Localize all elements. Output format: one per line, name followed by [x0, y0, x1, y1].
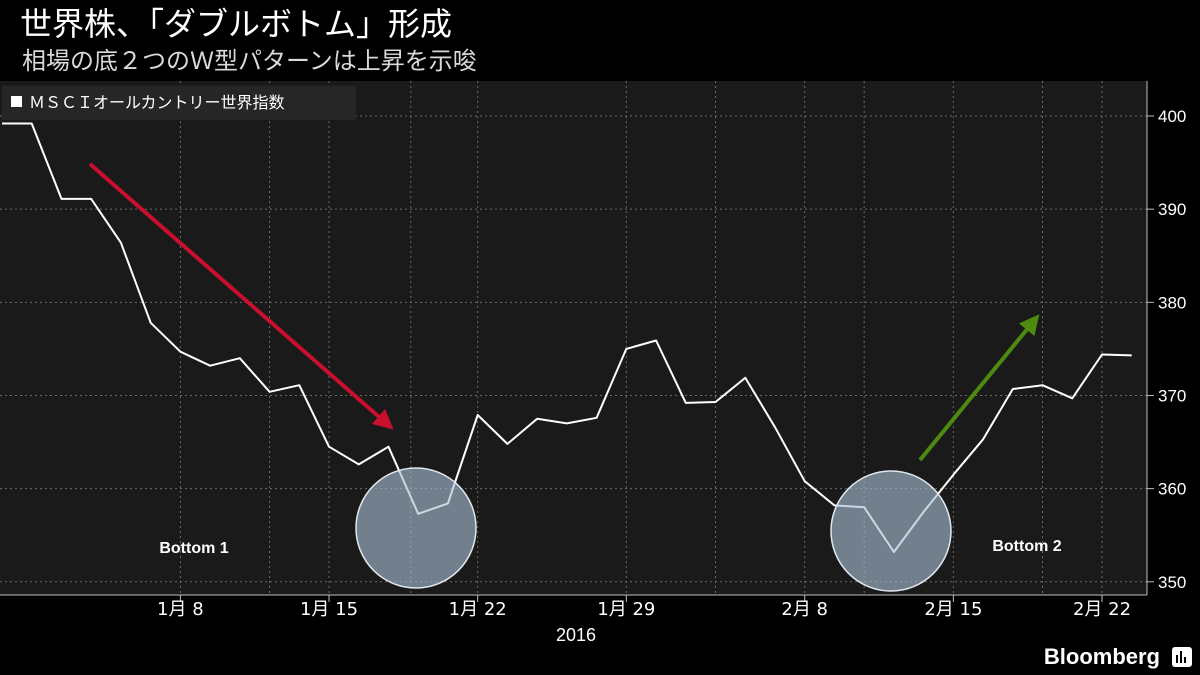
bottom-circles — [355, 467, 952, 592]
y-tick-label: 350 — [1158, 573, 1186, 592]
y-tick-label: 390 — [1158, 200, 1186, 219]
y-tick-label: 380 — [1158, 293, 1186, 312]
annotation-layer — [88, 162, 1040, 462]
x-tick-label: 1月 22 — [449, 599, 507, 620]
y-tick-label: 400 — [1158, 107, 1186, 126]
x-axis-year-label: 2016 — [556, 625, 596, 645]
legend-swatch — [11, 96, 22, 107]
chart-title: 世界株、「ダブルボトム」形成 — [20, 5, 453, 43]
plot-area — [0, 81, 1147, 595]
bottom-2-circle — [830, 470, 952, 592]
legend-label: ＭＳＣＩオールカントリー世界指数 — [29, 93, 285, 112]
x-tick-label: 2月 15 — [924, 599, 982, 620]
x-tick-label: 1月 15 — [300, 599, 358, 620]
bottom-2-label: Bottom 2 — [992, 538, 1061, 555]
bloomberg-bars-icon — [1172, 647, 1192, 667]
x-tick-label: 2月 8 — [781, 599, 828, 620]
x-axis: 1月 8 1月 15 1月 22 1月 29 2月 8 2月 15 2月 22 — [157, 595, 1131, 620]
down-arrow — [88, 162, 394, 430]
legend: ＭＳＣＩオールカントリー世界指数 — [2, 86, 356, 120]
y-tick-label: 370 — [1158, 386, 1186, 405]
x-tick-label: 2月 22 — [1073, 599, 1131, 620]
bottom-1-label: Bottom 1 — [159, 540, 228, 557]
gridlines — [0, 81, 1147, 595]
bottom-1-circle — [355, 467, 477, 589]
bloomberg-logo: Bloomberg — [1043, 644, 1160, 669]
x-tick-label: 1月 29 — [597, 599, 655, 620]
y-tick-label: 360 — [1158, 480, 1186, 499]
series-line — [2, 122, 1132, 553]
x-tick-label: 1月 8 — [157, 599, 204, 620]
chart-subtitle: 相場の底２つのＷ型パターンは上昇を示唆 — [22, 47, 477, 75]
y-axis: 350 360 370 380 390 400 — [1147, 107, 1186, 592]
up-arrow — [918, 314, 1040, 462]
legend-box — [2, 86, 356, 120]
